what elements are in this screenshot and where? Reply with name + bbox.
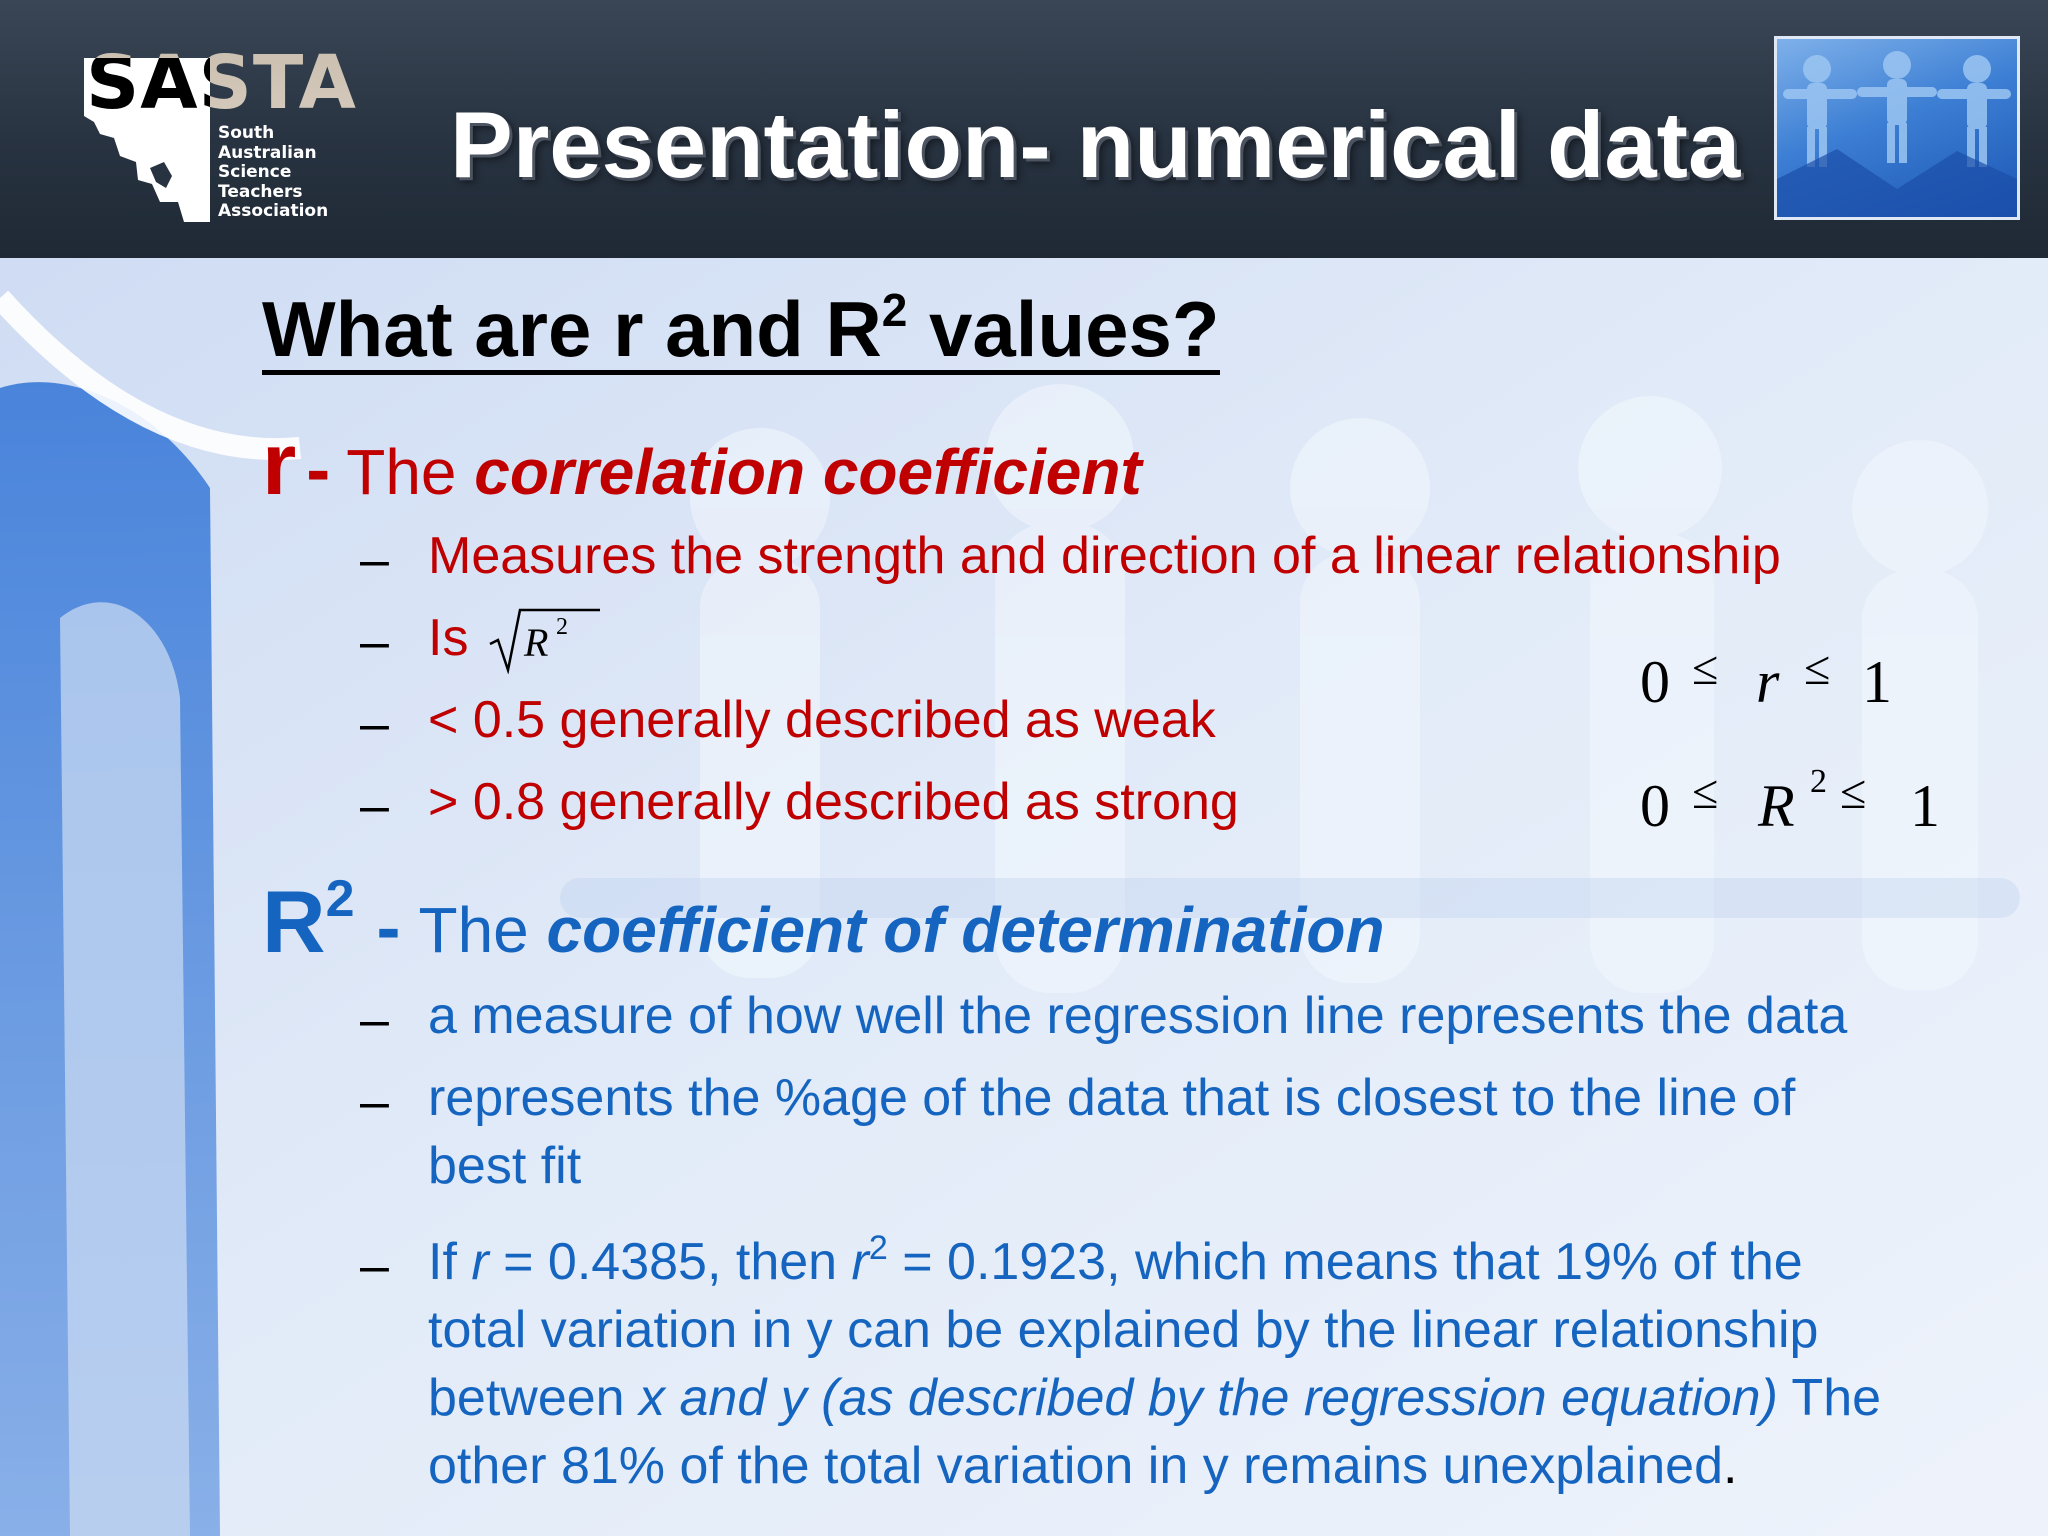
- slide-body: What are r and R2 values? r - The correlat…: [0, 258, 2048, 1536]
- heading-superscript: 2: [881, 284, 908, 336]
- r2-symbol-sup: 2: [325, 870, 355, 928]
- example-line-4: other 81% of the total variation in y re…: [428, 1432, 1881, 1500]
- example-text: other 81% of the total variation in y re…: [428, 1437, 1723, 1495]
- r-bullet-2: Is: [428, 609, 469, 667]
- bullet-dash: –: [360, 531, 389, 589]
- sasta-logo: SASTA South Australian Science Teachers …: [80, 46, 380, 227]
- example-text: The: [1777, 1369, 1882, 1427]
- r2-example: If r = 0.4385, then r2 = 0.1923, which m…: [428, 1228, 1881, 1500]
- bullet-dash: –: [360, 777, 389, 835]
- example-text: = 0.1923, which means that 19% of the: [887, 1233, 1803, 1291]
- r2-dash: -: [376, 888, 401, 968]
- r2-bullet-1: a measure of how well the regression lin…: [428, 987, 1848, 1045]
- ineq-r-op1: ≤: [1692, 642, 1718, 695]
- ineq-R2-op2: ≤: [1840, 766, 1866, 819]
- people-chain-photo: [1774, 36, 2020, 220]
- background-people-illustration: [0, 258, 2048, 1536]
- r2-symbol-letter: R: [262, 872, 326, 971]
- south-australia-map-icon: [84, 58, 210, 222]
- paper-people-icon: [1777, 51, 2017, 217]
- ineq-r-left: 0: [1640, 649, 1670, 715]
- bullet-dash: –: [360, 1237, 389, 1295]
- r2-lead: The: [418, 894, 547, 966]
- r2-section-heading: R2- The coefficient of determination: [262, 873, 1385, 968]
- ineq-R2-var: R: [1757, 773, 1795, 839]
- example-italic: x and y (as described by the regression …: [639, 1369, 1778, 1427]
- example-line-3: between x and y (as described by the reg…: [428, 1364, 1881, 1432]
- slide-title: Presentation- numerical data: [450, 92, 1741, 197]
- ineq-R2-left: 0: [1640, 773, 1670, 839]
- logo-wordmark: SASTA: [86, 46, 357, 120]
- sqrt-r2-formula: R 2: [488, 604, 608, 675]
- ineq-R2-exp: 2: [1810, 763, 1827, 800]
- heading-tail: values?: [907, 285, 1220, 373]
- ineq-r-right: 1: [1862, 649, 1892, 715]
- example-r: r: [471, 1233, 489, 1291]
- ineq-r-op2: ≤: [1804, 642, 1830, 695]
- example-text: = 0.4385, then: [488, 1233, 852, 1291]
- r-lead: The: [346, 436, 475, 508]
- r2-bullet-2-continued: best fit: [428, 1137, 582, 1195]
- example-period: .: [1723, 1437, 1738, 1495]
- sqrt-base: R: [523, 620, 548, 665]
- example-text: If: [428, 1233, 472, 1291]
- r-term: correlation coefficient: [474, 436, 1142, 508]
- r-bullet-3: < 0.5 generally described as weak: [428, 691, 1216, 749]
- r-symbol: r: [262, 414, 297, 513]
- r-bullet-1: Measures the strength and direction of a…: [428, 527, 1781, 585]
- logo-subtitle: South Australian Science Teachers Associ…: [218, 123, 329, 222]
- logo-subtitle-line: Science: [218, 162, 292, 182]
- example-r: r: [851, 1233, 869, 1291]
- bullet-dash: –: [360, 613, 389, 671]
- r-dash: -: [306, 430, 331, 510]
- r2-bullet-2: represents the %age of the data that is …: [428, 1069, 1796, 1127]
- r2-term: coefficient of determination: [546, 894, 1385, 966]
- logo-wordmark-text: SASTA: [86, 40, 357, 126]
- section-heading: What are r and R2 values?: [262, 287, 1220, 375]
- r-section-heading: r - The correlation coefficient: [262, 420, 1142, 508]
- ineq-R2-right: 1: [1910, 773, 1940, 839]
- example-line-1: If r = 0.4385, then r2 = 0.1923, which m…: [428, 1228, 1881, 1296]
- logo-subtitle-line: South: [218, 123, 275, 143]
- r2-range-formula: 0 ≤ R 2 ≤ 1: [1640, 763, 1960, 848]
- example-sup: 2: [868, 1229, 888, 1267]
- sqrt-exponent: 2: [556, 614, 568, 640]
- r-range-formula: 0 ≤ r ≤ 1: [1640, 642, 1960, 724]
- logo-subtitle-line: Teachers: [218, 181, 303, 202]
- bullet-dash: –: [360, 1073, 389, 1131]
- bullet-dash: –: [360, 695, 389, 753]
- example-text: between: [428, 1369, 640, 1427]
- r-bullet-4: > 0.8 generally described as strong: [428, 773, 1239, 831]
- bullet-dash: –: [360, 991, 389, 1049]
- example-line-2: total variation in y can be explained by…: [428, 1301, 1819, 1359]
- logo-subtitle-line: Australian: [218, 142, 317, 163]
- ineq-r-var: r: [1756, 649, 1780, 715]
- logo-subtitle-line: Association: [218, 201, 329, 221]
- ineq-R2-op1: ≤: [1692, 766, 1718, 819]
- header-band: SASTA South Australian Science Teachers …: [0, 0, 2048, 258]
- heading-text: What are r and R: [262, 285, 882, 373]
- background-figures: [0, 258, 2048, 1536]
- r2-symbol: R2: [262, 872, 354, 971]
